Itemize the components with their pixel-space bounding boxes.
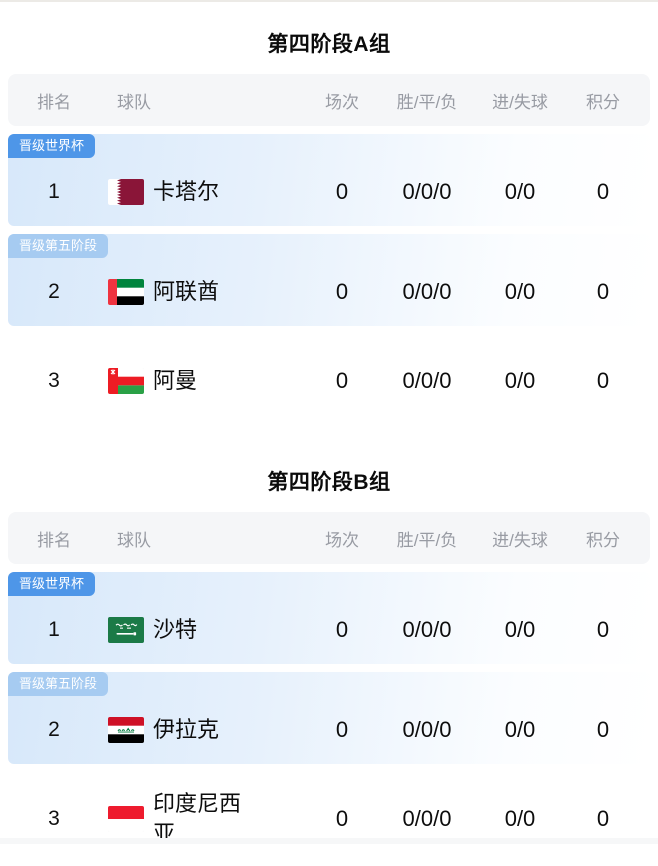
team-name: 伊拉克 xyxy=(153,716,220,742)
win-draw-loss-cell: 0/0/0 xyxy=(402,179,452,204)
group-section: 第四阶段A组 排名 球队 场次 胜/平/负 进/失球 积分 晋级世界杯 1 卡塔… xyxy=(0,28,658,428)
standings-page: 第四阶段A组 排名 球队 场次 胜/平/负 进/失球 积分 晋级世界杯 1 卡塔… xyxy=(0,28,658,866)
table-row[interactable]: 晋级世界杯 1 卡塔尔 0 0/0/0 0/0 0 xyxy=(8,134,650,226)
team-cell: 卡塔尔 xyxy=(100,177,308,207)
team-cell: 伊拉克 xyxy=(100,715,308,745)
row-main: 1 卡塔尔 0 0/0/0 0/0 0 xyxy=(8,158,650,226)
matches-cell: 0 xyxy=(335,279,349,304)
header-team: 球队 xyxy=(117,530,151,550)
iraq-flag xyxy=(108,716,144,743)
points-cell: 0 xyxy=(596,617,610,642)
matches-cell: 0 xyxy=(335,806,349,831)
team-cell: 沙特 xyxy=(100,615,308,645)
header-goals: 进/失球 xyxy=(492,530,548,550)
bottom-divider xyxy=(0,838,658,844)
win-draw-loss-cell: 0/0/0 xyxy=(402,806,452,831)
rank-cell: 2 xyxy=(48,718,60,741)
points-cell: 0 xyxy=(596,806,610,831)
goals-cell: 0/0 xyxy=(504,617,536,642)
points-cell: 0 xyxy=(596,717,610,742)
table-header-row: 排名 球队 场次 胜/平/负 进/失球 积分 xyxy=(8,74,650,126)
matches-cell: 0 xyxy=(335,617,349,642)
team-name: 阿曼 xyxy=(153,367,198,393)
header-team: 球队 xyxy=(117,92,151,112)
team-cell: 阿联酋 xyxy=(100,277,308,307)
header-matches: 场次 xyxy=(325,530,359,550)
points-cell: 0 xyxy=(596,279,610,304)
table-row[interactable]: 3 印度尼西亚 0 0/0/0 0/0 0 xyxy=(8,772,650,866)
header-rank: 排名 xyxy=(37,530,71,550)
win-draw-loss-cell: 0/0/0 xyxy=(402,279,452,304)
promotion-badge: 晋级第五阶段 xyxy=(8,672,109,696)
win-draw-loss-cell: 0/0/0 xyxy=(402,617,452,642)
goals-cell: 0/0 xyxy=(504,806,536,831)
header-goals: 进/失球 xyxy=(492,92,548,112)
row-main: 2 伊拉克 0 0/0/0 0/0 0 xyxy=(8,696,650,764)
matches-cell: 0 xyxy=(335,717,349,742)
header-win-draw-loss: 胜/平/负 xyxy=(396,92,458,112)
table-body: 晋级世界杯 1 卡塔尔 0 0/0/0 0/0 0 晋级第五阶段 2 阿联酋 0… xyxy=(0,134,658,428)
rank-cell: 3 xyxy=(48,807,60,830)
rank-cell: 1 xyxy=(48,180,60,203)
team-name: 卡塔尔 xyxy=(153,178,220,204)
table-row[interactable]: 晋级世界杯 1 沙特 0 0/0/0 0/0 0 xyxy=(8,572,650,664)
promotion-badge: 晋级世界杯 xyxy=(8,572,96,596)
table-row[interactable]: 晋级第五阶段 2 伊拉克 0 0/0/0 0/0 0 xyxy=(8,672,650,764)
indonesia-flag xyxy=(108,806,144,832)
win-draw-loss-cell: 0/0/0 xyxy=(402,717,452,742)
row-main: 2 阿联酋 0 0/0/0 0/0 0 xyxy=(8,258,650,326)
points-cell: 0 xyxy=(596,179,610,204)
table-body: 晋级世界杯 1 沙特 0 0/0/0 0/0 0 晋级第五阶段 2 伊拉克 0 … xyxy=(0,572,658,866)
saudi-arabia-flag xyxy=(108,616,144,643)
row-main: 3 印度尼西亚 0 0/0/0 0/0 0 xyxy=(8,772,650,866)
header-points: 积分 xyxy=(586,92,620,112)
table-row[interactable]: 3 阿曼 0 0/0/0 0/0 0 xyxy=(8,334,650,428)
matches-cell: 0 xyxy=(335,368,349,393)
goals-cell: 0/0 xyxy=(504,717,536,742)
promotion-badge: 晋级第五阶段 xyxy=(8,234,109,258)
oman-flag xyxy=(108,367,144,394)
group-title: 第四阶段B组 xyxy=(267,471,391,494)
points-cell: 0 xyxy=(596,368,610,393)
header-win-draw-loss: 胜/平/负 xyxy=(396,530,458,550)
group-title: 第四阶段A组 xyxy=(267,33,391,56)
row-main: 1 沙特 0 0/0/0 0/0 0 xyxy=(8,596,650,664)
team-cell: 阿曼 xyxy=(100,366,308,396)
table-row[interactable]: 晋级第五阶段 2 阿联酋 0 0/0/0 0/0 0 xyxy=(8,234,650,326)
rank-cell: 1 xyxy=(48,618,60,641)
header-rank: 排名 xyxy=(37,92,71,112)
team-name: 沙特 xyxy=(153,616,198,642)
group-section: 第四阶段B组 排名 球队 场次 胜/平/负 进/失球 积分 晋级世界杯 1 沙特… xyxy=(0,466,658,866)
rank-cell: 3 xyxy=(48,369,60,392)
header-points: 积分 xyxy=(586,530,620,550)
top-divider xyxy=(0,0,658,2)
matches-cell: 0 xyxy=(335,179,349,204)
qatar-flag xyxy=(108,178,144,205)
goals-cell: 0/0 xyxy=(504,179,536,204)
rank-cell: 2 xyxy=(48,280,60,303)
uae-flag xyxy=(108,278,144,305)
promotion-badge: 晋级世界杯 xyxy=(8,134,96,158)
goals-cell: 0/0 xyxy=(504,279,536,304)
row-main: 3 阿曼 0 0/0/0 0/0 0 xyxy=(8,334,650,428)
team-name: 阿联酋 xyxy=(153,278,220,304)
win-draw-loss-cell: 0/0/0 xyxy=(402,368,452,393)
goals-cell: 0/0 xyxy=(504,368,536,393)
table-header-row: 排名 球队 场次 胜/平/负 进/失球 积分 xyxy=(8,512,650,564)
header-matches: 场次 xyxy=(325,92,359,112)
